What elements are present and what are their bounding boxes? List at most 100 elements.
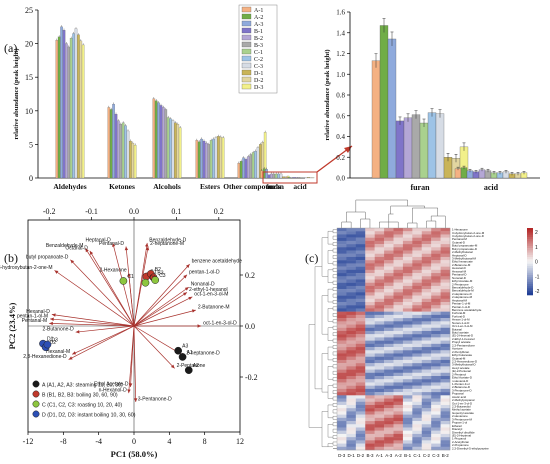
heatmap-cell [412,334,422,338]
heatmap-cell [412,305,422,309]
heatmap-cell [440,350,451,354]
heatmap-cell [384,234,394,238]
heatmap-cell [402,247,413,251]
heatmap-cell [440,237,451,242]
heatmap-cell [355,424,366,428]
y-tick-label: 15 [25,73,33,82]
row-label: Benzene acetaldehyde [452,308,482,312]
heatmap-cell [421,228,432,232]
heatmap-cell [346,308,357,312]
heatmap-cell [402,417,413,422]
heatmap-cell [393,376,404,380]
heatmap-cell [384,388,394,393]
heatmap-cell [431,308,441,312]
heatmap-cell [346,240,357,245]
heatmap-cell [412,253,422,258]
colorbar-segment [527,286,533,289]
heatmap-cell [431,237,441,242]
heatmap-cell [365,305,375,309]
heatmap-cell [384,266,394,271]
heatmap-cell [374,311,385,316]
heatmap-cell [402,240,413,245]
heatmap-cell [412,247,422,251]
heatmap-cell [402,414,413,419]
bar [292,177,296,179]
heatmap-cell [402,401,413,406]
heatmap-cell [431,363,441,367]
heatmap-cell [346,424,357,428]
heatmap-cell [346,330,357,335]
heatmap-cell [365,240,375,245]
heatmap-cell [384,395,394,399]
heatmap-cell [440,392,451,396]
loading-label: Benzaldehyde-D [149,237,186,243]
heatmap-cell [374,324,385,328]
colorbar-tick-label: -1 [535,274,540,280]
heatmap-cell [374,395,385,399]
heatmap-cell [384,433,394,438]
heatmap-cell [346,311,357,316]
heatmap-cell [393,256,404,261]
heatmap-cell [393,276,404,280]
heatmap-cell [402,433,413,438]
heatmap-cell [421,292,432,296]
loading-vector [133,296,193,327]
top-tick-label: -0.2 [43,207,56,216]
heatmap-cell [393,295,404,299]
heatmap-cell [393,437,404,441]
heatmap-cell [365,350,375,354]
heatmap-cell [365,337,375,341]
row-label: Propanal [452,392,464,396]
heatmap-cell [421,446,432,451]
loading-vector [133,325,175,369]
colorbar-tick-label: 2 [535,230,538,236]
heatmap-cell [440,311,451,316]
heatmap-cell [431,427,441,431]
heatmap-cell [431,311,441,316]
legend-swatch [241,20,252,27]
heatmap-cell [365,311,375,316]
heatmap-cell [374,295,385,299]
heatmap-cell [346,253,357,258]
heatmap-cell [402,237,413,242]
heatmap-cell [365,382,375,386]
heatmap-cell [393,379,404,383]
heatmap-cell [355,350,366,354]
heatmap-cell [346,395,357,399]
loading-vector [133,309,196,327]
legend-label: B-2 [254,36,263,42]
heatmap-cell [384,256,394,261]
heatmap-cell [365,356,375,361]
heatmap-cell [431,263,441,267]
heatmap-cell [346,363,357,367]
heatmap-cell [374,433,385,438]
heatmap-cell [384,414,394,419]
heatmap-cell [412,269,422,274]
heatmap-cell [421,379,432,383]
heatmap-cell [355,327,366,332]
loading-arrowhead [145,246,150,251]
heatmap-cell [402,285,413,290]
heatmap-cell [402,334,413,338]
heatmap-cell [412,234,422,238]
row-label: Oct-1-en-3-ol-M [452,324,473,328]
bar [267,174,271,179]
heatmap-cell [365,334,375,338]
bar [57,36,61,179]
bar [133,144,137,179]
heatmap-cell [384,366,394,370]
heatmap-cell [337,388,347,393]
heatmap-cell [355,408,366,412]
bar [74,28,78,179]
heatmap-cell [421,411,432,415]
heatmap-cell [374,369,385,373]
heatmap-cell [355,282,366,287]
loading-label: 2-ethyl-1-hexanol [189,287,228,293]
heatmap-cell [421,398,432,402]
heatmap-cell [374,356,385,361]
loading-vector [133,263,190,327]
heatmap-cell [393,421,404,425]
heatmap-cell [393,398,404,402]
heatmap-cell [412,372,422,377]
x-tick-label: Alcohols [153,182,181,191]
